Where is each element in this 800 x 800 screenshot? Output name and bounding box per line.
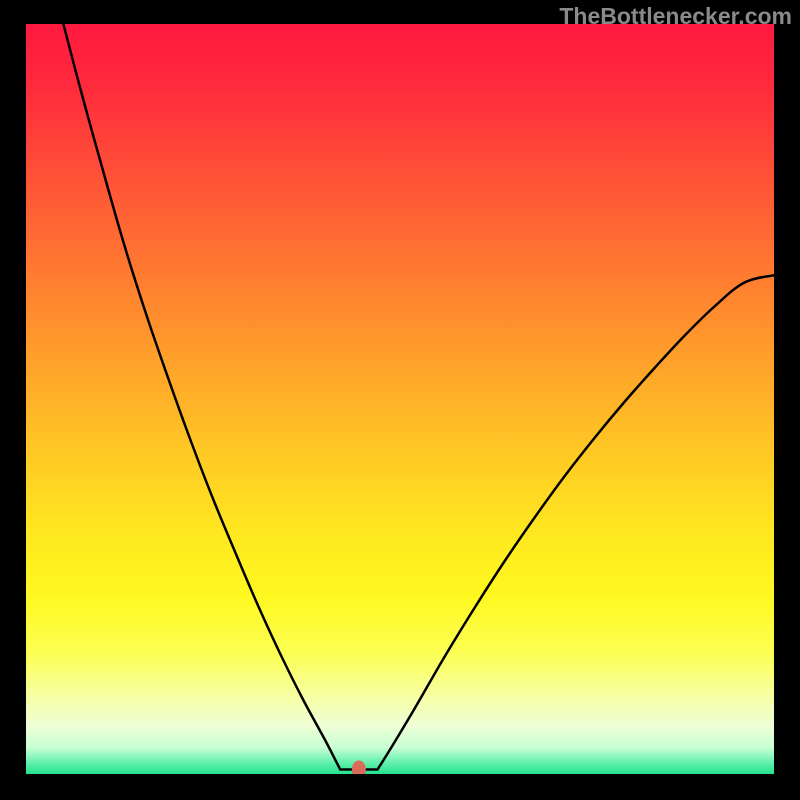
chart-frame xyxy=(26,24,774,774)
watermark-text: TheBottlenecker.com xyxy=(559,3,792,30)
chart-svg xyxy=(26,24,774,774)
chart-plot-area xyxy=(26,24,774,774)
chart-background xyxy=(26,24,774,774)
